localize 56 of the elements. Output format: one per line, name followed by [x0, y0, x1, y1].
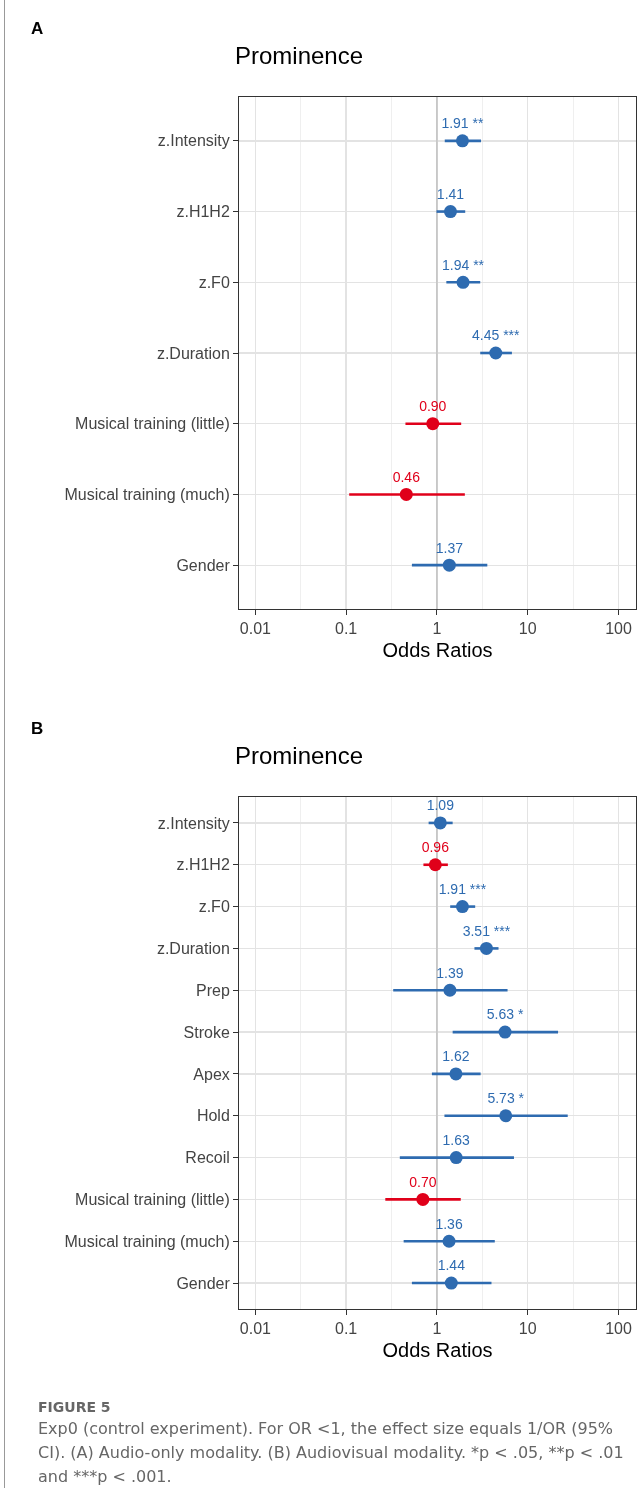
y-tick-label: z.Duration: [156, 344, 230, 362]
data-label: 1.09: [426, 797, 455, 814]
data-label: 0.70: [409, 1173, 437, 1190]
y-tick-label: z.Intensity: [157, 814, 230, 832]
y-tick-label: z.H1H2: [176, 856, 230, 874]
y-tick-label: Stroke: [183, 1023, 230, 1041]
y-tick-label: Musical training (little): [75, 415, 230, 433]
y-tick-label: Musical training (much): [64, 486, 230, 504]
y-tick-label: Gender: [176, 556, 231, 574]
y-tick-label: Musical training (little): [75, 1191, 230, 1209]
y-tick-label: Prep: [196, 981, 230, 999]
data-label: 0.90: [419, 398, 447, 415]
y-tick-label: Apex: [193, 1065, 230, 1083]
y-tick-label: Gender: [176, 1274, 231, 1292]
data-label: 1.91 **: [441, 115, 484, 132]
x-axis-title: Odds Ratios: [382, 1338, 493, 1361]
x-tick-label: 100: [605, 620, 632, 638]
x-tick-label: 0.01: [239, 620, 272, 638]
x-tick-label: 0.1: [335, 620, 358, 638]
x-axis-title: Odds Ratios: [382, 638, 493, 661]
data-label: 1.63: [442, 1131, 471, 1148]
x-tick-label: 100: [605, 1320, 632, 1338]
x-tick-label: 1: [432, 620, 442, 638]
y-tick-label: z.Duration: [156, 940, 230, 958]
x-tick-label: 0.01: [239, 1320, 272, 1338]
data-label: 1.91 ***: [438, 880, 487, 897]
chart-title: Prominence: [235, 42, 364, 70]
data-label: 1.94 **: [442, 256, 485, 273]
caption: FIGURE 5: [38, 1398, 112, 1417]
text: Exp0 (control experiment). For OR <1, the effect size equals 1/OR (95% CI). (A) Audio-only modality. (B) Audiovisual modality. *p < .05, **p < .01 and ***p < .001.: [38, 1419, 624, 1486]
data-label: 4.45 ***: [472, 327, 521, 344]
y-tick-label: z.Intensity: [157, 132, 230, 150]
y-tick-label: Hold: [196, 1107, 230, 1125]
text: B: [31, 719, 44, 738]
data-label: 1.44: [437, 1257, 466, 1274]
y-tick-label: z.H1H2: [176, 203, 230, 221]
data-label: 1.36: [435, 1215, 463, 1232]
x-tick-label: 10: [518, 1320, 537, 1338]
data-label: 0.96: [421, 839, 450, 856]
data-label: 5.73 *: [487, 1090, 525, 1107]
x-tick-label: 10: [518, 620, 537, 638]
data-label: 3.51 ***: [462, 922, 511, 939]
chart-title: Prominence: [235, 742, 364, 770]
data-label: 1.39: [436, 964, 464, 981]
data-label: 1.37: [435, 539, 464, 556]
y-tick-label: Musical training (much): [64, 1232, 230, 1250]
y-tick-label: Recoil: [185, 1149, 230, 1167]
data-label: 5.63 *: [486, 1006, 524, 1023]
data-label: 1.41: [436, 185, 465, 202]
y-tick-label: z.F0: [198, 273, 230, 291]
x-tick-label: 1: [432, 1320, 442, 1338]
y-tick-label: z.F0: [198, 898, 230, 916]
data-label: 0.46: [392, 468, 421, 485]
text: A: [31, 19, 44, 38]
x-tick-label: 0.1: [335, 1320, 358, 1338]
data-label: 1.62: [442, 1048, 470, 1065]
